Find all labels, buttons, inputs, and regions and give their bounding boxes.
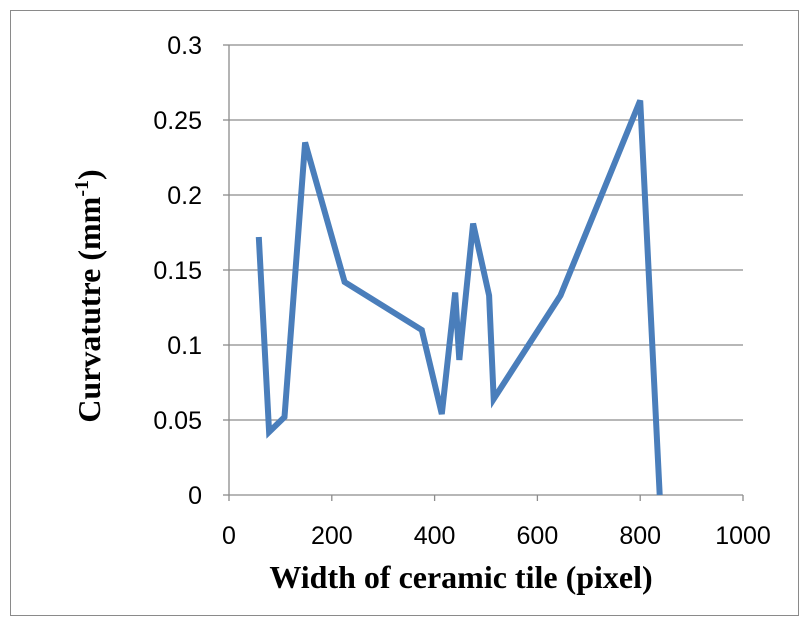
x-tick-label: 1000: [715, 522, 771, 550]
x-tick-label: 0: [222, 522, 236, 550]
x-tick-label: 400: [414, 522, 456, 550]
y-tick-label: 0.05: [153, 407, 202, 435]
gridlines: [229, 44, 743, 421]
y-tick-label: 0.3: [167, 32, 202, 60]
y-tick-label: 0.2: [167, 182, 202, 210]
y-tick-labels: 0 0.05 0.1 0.15 0.2 0.25 0.3: [153, 32, 202, 510]
y-axis-title: Curvatutre (mm-1): [71, 169, 107, 422]
x-axis-title: Width of ceramic tile (pixel): [269, 559, 652, 595]
series-line: [255, 99, 663, 496]
x-tick-label: 600: [517, 522, 559, 550]
y-axis-title-main: Curvatutre (mm: [71, 196, 107, 422]
plot-area: [255, 99, 663, 496]
x-tick-label: 200: [311, 522, 353, 550]
chart-frame: [10, 10, 799, 616]
x-tick-label: 800: [619, 522, 661, 550]
y-tick-label: 0.25: [153, 107, 202, 135]
y-axis-title-sup: -1: [71, 180, 93, 197]
y-tick-label: 0.1: [167, 332, 202, 360]
y-axis-title-close: ): [71, 169, 107, 180]
y-tick-label: 0.15: [153, 257, 202, 285]
x-tick-labels: 0 200 400 600 800 1000: [222, 522, 771, 550]
y-tick-label: 0: [188, 482, 202, 510]
